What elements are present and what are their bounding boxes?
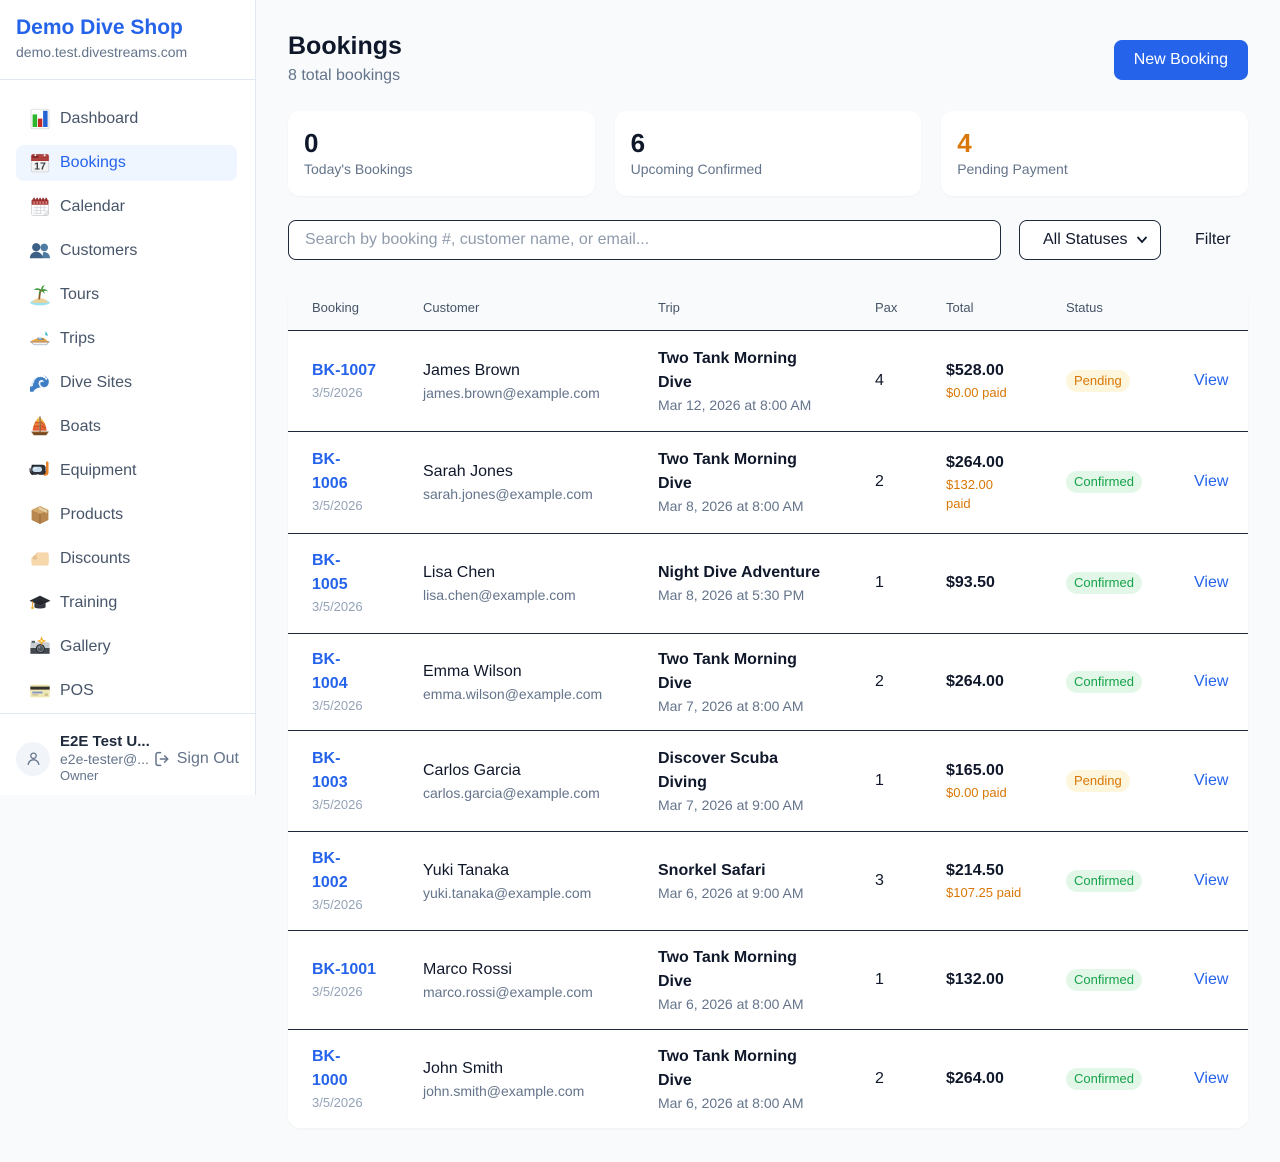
- svg-text:17: 17: [34, 161, 46, 173]
